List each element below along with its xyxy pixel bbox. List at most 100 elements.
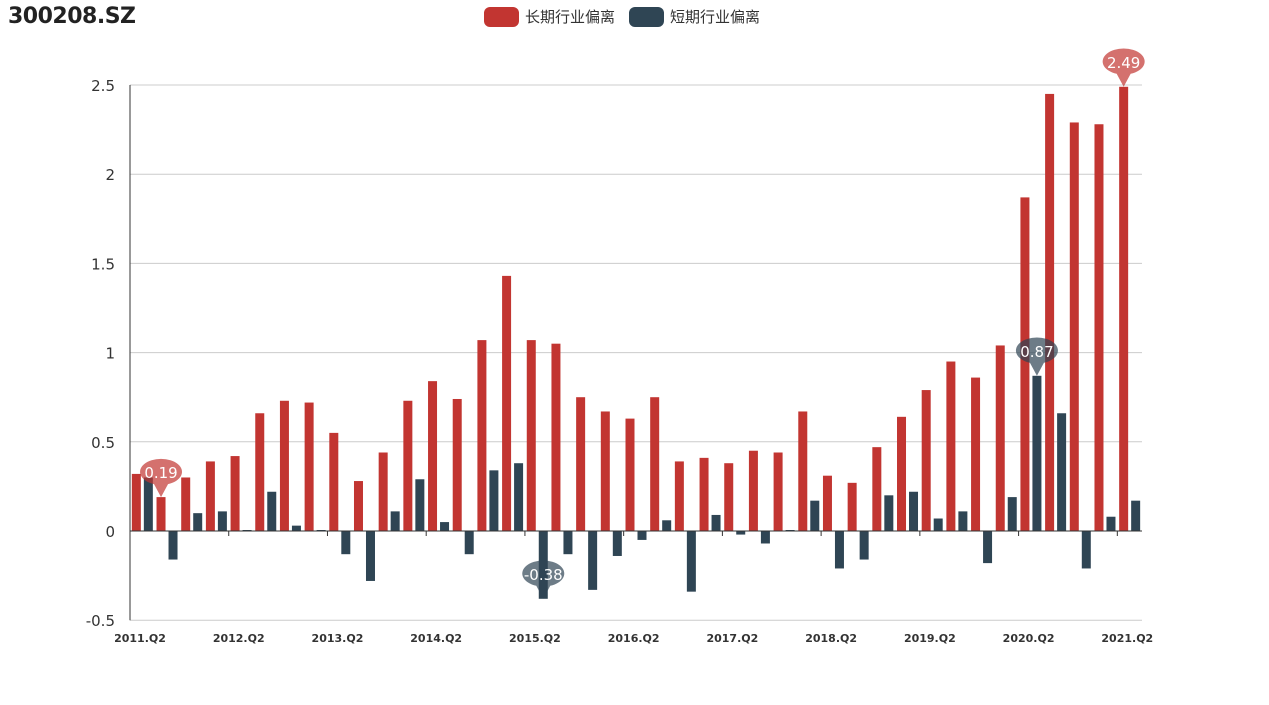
bar-long[interactable] [576, 397, 586, 531]
bar-short[interactable] [859, 531, 869, 560]
mark-point: 0.19 [140, 458, 183, 498]
legend: 长期行业偏离 短期行业偏离 [484, 6, 760, 27]
bar-short[interactable] [440, 522, 450, 531]
bar-short[interactable] [514, 463, 524, 531]
bar-short[interactable] [464, 531, 474, 555]
bar-short[interactable] [810, 500, 820, 531]
bar-long[interactable] [625, 418, 635, 531]
bar-long[interactable] [822, 475, 832, 531]
bar-long[interactable] [526, 340, 536, 531]
mark-point: 0.87 [1015, 337, 1058, 376]
bar-short[interactable] [1032, 375, 1042, 531]
x-tick-label: 2020.Q2 [1003, 632, 1055, 645]
y-tick-label: 0 [105, 523, 115, 541]
mark-point-balloon [140, 458, 183, 498]
bar-short[interactable] [193, 513, 203, 531]
bar-long[interactable] [650, 397, 660, 531]
bar-short[interactable] [637, 531, 647, 540]
y-tick-label: 2.5 [91, 77, 115, 95]
bar-long[interactable] [847, 482, 857, 531]
mark-point-balloon [1015, 337, 1058, 376]
bar-long[interactable] [1094, 124, 1104, 532]
mark-point-balloon [1102, 48, 1145, 87]
bar-long[interactable] [971, 377, 981, 531]
bar-short[interactable] [612, 531, 622, 556]
bar-short[interactable] [143, 477, 153, 531]
x-tick-label: 2016.Q2 [608, 632, 660, 645]
bar-short[interactable] [365, 531, 375, 581]
bar-short[interactable] [1106, 516, 1116, 531]
bar-long[interactable] [304, 402, 314, 531]
bar-short[interactable] [1057, 413, 1067, 531]
bar-short[interactable] [958, 511, 968, 531]
x-tick-label: 2021.Q2 [1101, 632, 1153, 645]
bar-long[interactable] [995, 345, 1005, 531]
bar-short[interactable] [662, 520, 672, 531]
bar-long[interactable] [428, 381, 438, 531]
bar-short[interactable] [686, 531, 696, 592]
bar-short[interactable] [760, 531, 770, 544]
bar-short[interactable] [933, 518, 943, 531]
x-tick-label: 2012.Q2 [213, 632, 265, 645]
legend-item-short[interactable]: 短期行业偏离 [629, 6, 760, 27]
bar-short[interactable] [884, 495, 894, 531]
bar-long[interactable] [1020, 197, 1030, 531]
bar-long[interactable] [897, 416, 907, 531]
y-tick-label: -0.5 [86, 612, 115, 630]
bar-short[interactable] [390, 511, 400, 531]
bar-long[interactable] [600, 411, 610, 531]
bar-short[interactable] [736, 531, 746, 535]
legend-swatch-short [629, 6, 665, 27]
bar-short[interactable] [1131, 500, 1141, 531]
bar-long[interactable] [230, 456, 240, 531]
bar-long[interactable] [1119, 86, 1129, 531]
bar-long[interactable] [502, 275, 512, 531]
legend-item-long[interactable]: 长期行业偏离 [484, 6, 615, 27]
bar-short[interactable] [415, 479, 425, 531]
x-tick-label: 2017.Q2 [706, 632, 758, 645]
bar-short[interactable] [909, 491, 919, 531]
bar-long[interactable] [748, 450, 758, 531]
bar-long[interactable] [329, 432, 339, 531]
bar-short[interactable] [267, 491, 277, 531]
mark-point-balloon [522, 560, 565, 599]
x-tick-label: 2015.Q2 [509, 632, 561, 645]
mark-point-label: 0.19 [144, 464, 177, 482]
bar-long[interactable] [353, 481, 363, 531]
bar-short[interactable] [341, 531, 351, 555]
bar-long[interactable] [946, 361, 956, 531]
mark-point-label: -0.38 [524, 566, 563, 584]
bar-short[interactable] [168, 531, 178, 560]
bar-short[interactable] [711, 514, 721, 531]
bar-long[interactable] [921, 390, 931, 531]
bar-long[interactable] [551, 343, 561, 531]
bar-long[interactable] [724, 463, 734, 531]
bar-long[interactable] [674, 461, 684, 531]
bar-long[interactable] [452, 398, 462, 531]
bar-long[interactable] [181, 477, 191, 531]
bar-short[interactable] [983, 531, 993, 564]
bar-short[interactable] [291, 525, 301, 531]
bar-long[interactable] [156, 497, 166, 531]
bar-short[interactable] [588, 531, 598, 590]
bar-short[interactable] [217, 511, 227, 531]
bar-long[interactable] [773, 452, 783, 531]
bar-short[interactable] [1007, 497, 1017, 531]
bar-short[interactable] [834, 531, 844, 569]
bar-long[interactable] [279, 400, 289, 531]
bar-long[interactable] [205, 461, 215, 531]
bar-short[interactable] [563, 531, 573, 555]
bar-long[interactable] [1069, 122, 1079, 532]
bar-long[interactable] [378, 452, 388, 531]
bar-short[interactable] [1081, 531, 1091, 569]
bar-long[interactable] [699, 457, 709, 531]
bar-long[interactable] [403, 400, 413, 531]
bar-short[interactable] [489, 470, 499, 531]
bar-long[interactable] [872, 447, 882, 531]
bar-long[interactable] [255, 413, 265, 531]
legend-label-long: 长期行业偏离 [525, 8, 616, 26]
bar-long[interactable] [798, 411, 808, 531]
bar-long[interactable] [477, 340, 487, 531]
bar-long[interactable] [131, 473, 141, 531]
bar-long[interactable] [1045, 93, 1055, 532]
